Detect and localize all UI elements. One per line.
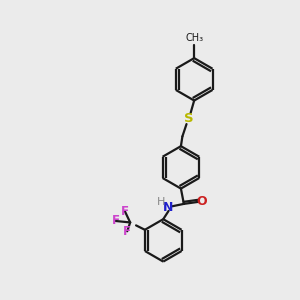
Text: N: N [164,201,174,214]
Text: F: F [121,205,129,218]
Text: S: S [184,112,194,125]
Text: F: F [123,225,131,238]
Text: H: H [157,197,166,207]
Text: CH₃: CH₃ [185,33,203,43]
Text: F: F [111,214,119,227]
Text: O: O [196,195,207,208]
